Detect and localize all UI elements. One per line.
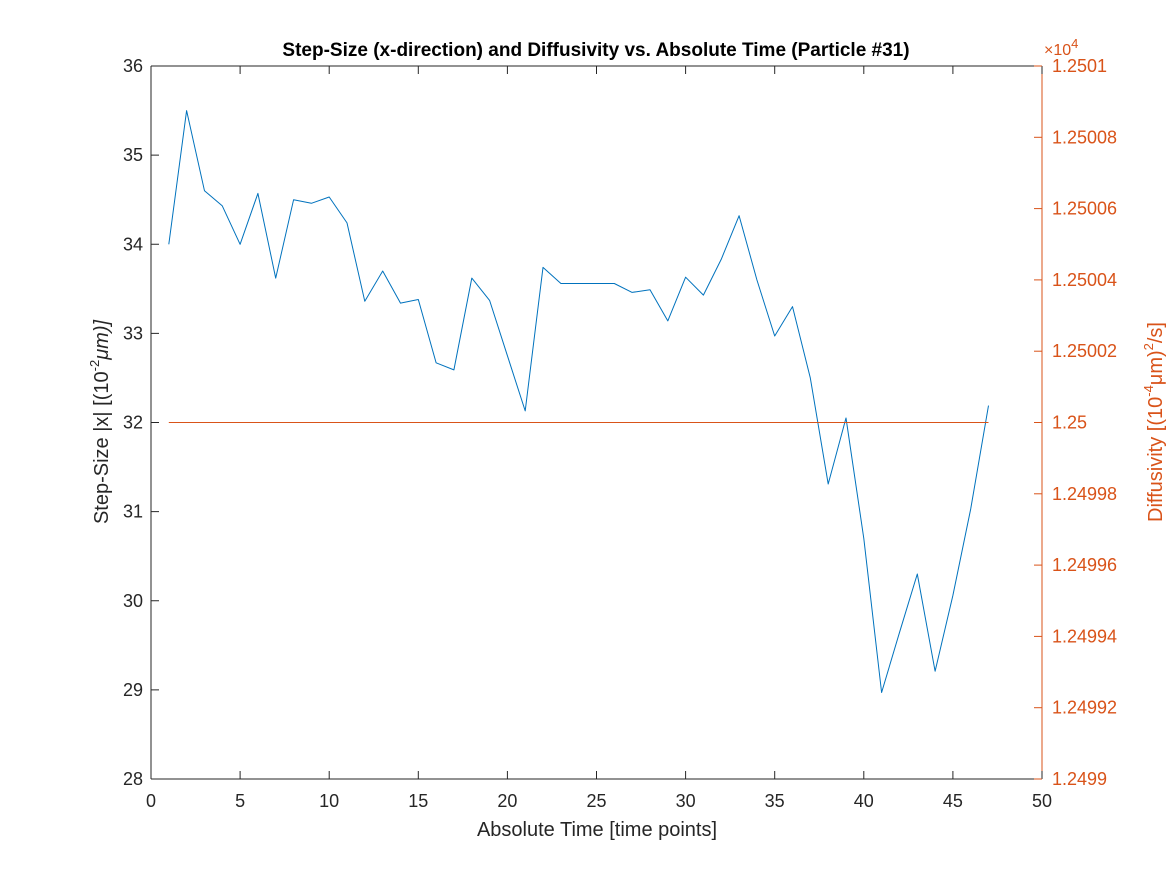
x-tick-label: 40 — [854, 791, 874, 811]
right-y-label-mid: μm) — [1145, 350, 1167, 385]
right-axis-multiplier-exponent: 4 — [1071, 36, 1078, 51]
left-y-label-base: Step-Size |x| [(10 — [91, 371, 113, 524]
x-tick-label: 10 — [319, 791, 339, 811]
right-y-label-exponent-2: 2 — [1141, 343, 1156, 350]
right-y-tick-label: 1.24994 — [1052, 626, 1117, 646]
right-y-tick-label: 1.2501 — [1052, 56, 1107, 76]
step-size-series-line — [168, 110, 989, 693]
right-y-tick-label: 1.25004 — [1052, 270, 1117, 290]
x-tick-label: 20 — [497, 791, 517, 811]
left-axis-ticks: 28 29 30 31 32 33 34 35 36 — [123, 56, 159, 789]
right-y-tick-label: 1.25008 — [1052, 127, 1117, 147]
x-tick-label: 35 — [765, 791, 785, 811]
left-y-axis-label: Step-Size |x| [(10-2μm)] — [87, 320, 113, 525]
left-y-tick-label: 29 — [123, 680, 143, 700]
x-tick-label: 0 — [146, 791, 156, 811]
x-tick-label: 30 — [676, 791, 696, 811]
right-y-tick-label: 1.24998 — [1052, 484, 1117, 504]
x-tick-label: 15 — [408, 791, 428, 811]
left-y-tick-label: 32 — [123, 413, 143, 433]
left-y-label-tail: μm)] — [91, 320, 113, 361]
right-axis-ticks: 1.2499 1.24992 1.24994 1.24996 1.24998 1.25 1.… — [1034, 56, 1117, 789]
left-y-tick-label: 35 — [123, 145, 143, 165]
right-y-tick-label: 1.25002 — [1052, 341, 1117, 361]
right-y-label-tail: /s] — [1145, 322, 1167, 343]
right-y-label-exponent-1: -4 — [1141, 385, 1156, 397]
left-y-tick-label: 36 — [123, 56, 143, 76]
right-y-label-base: Diffusivity [(10 — [1145, 397, 1167, 522]
left-y-label-exponent: -2 — [87, 360, 102, 372]
series-group — [168, 110, 989, 693]
right-axis-multiplier-base: ×10 — [1044, 42, 1071, 59]
x-axis-label: Absolute Time [time points] — [477, 819, 717, 841]
left-y-tick-label: 34 — [123, 234, 143, 254]
chart-title: Step-Size (x-direction) and Diffusivity … — [282, 40, 909, 61]
x-axis-ticks: 0 5 10 15 20 25 30 35 40 45 50 — [146, 66, 1052, 811]
left-y-tick-label: 33 — [123, 323, 143, 343]
right-y-tick-label: 1.2499 — [1052, 769, 1107, 789]
x-tick-label: 45 — [943, 791, 963, 811]
left-y-tick-label: 30 — [123, 591, 143, 611]
right-y-tick-label: 1.25006 — [1052, 199, 1117, 219]
x-tick-label: 25 — [586, 791, 606, 811]
right-axis-multiplier: ×104 — [1044, 36, 1078, 59]
right-y-tick-label: 1.24992 — [1052, 698, 1117, 718]
x-tick-label: 50 — [1032, 791, 1052, 811]
x-tick-label: 5 — [235, 791, 245, 811]
left-y-tick-label: 31 — [123, 502, 143, 522]
left-y-tick-label: 28 — [123, 769, 143, 789]
right-y-tick-label: 1.24996 — [1052, 555, 1117, 575]
right-y-tick-label: 1.25 — [1052, 413, 1087, 433]
right-y-axis-label: Diffusivity [(10-4μm)2/s] — [1141, 322, 1167, 522]
